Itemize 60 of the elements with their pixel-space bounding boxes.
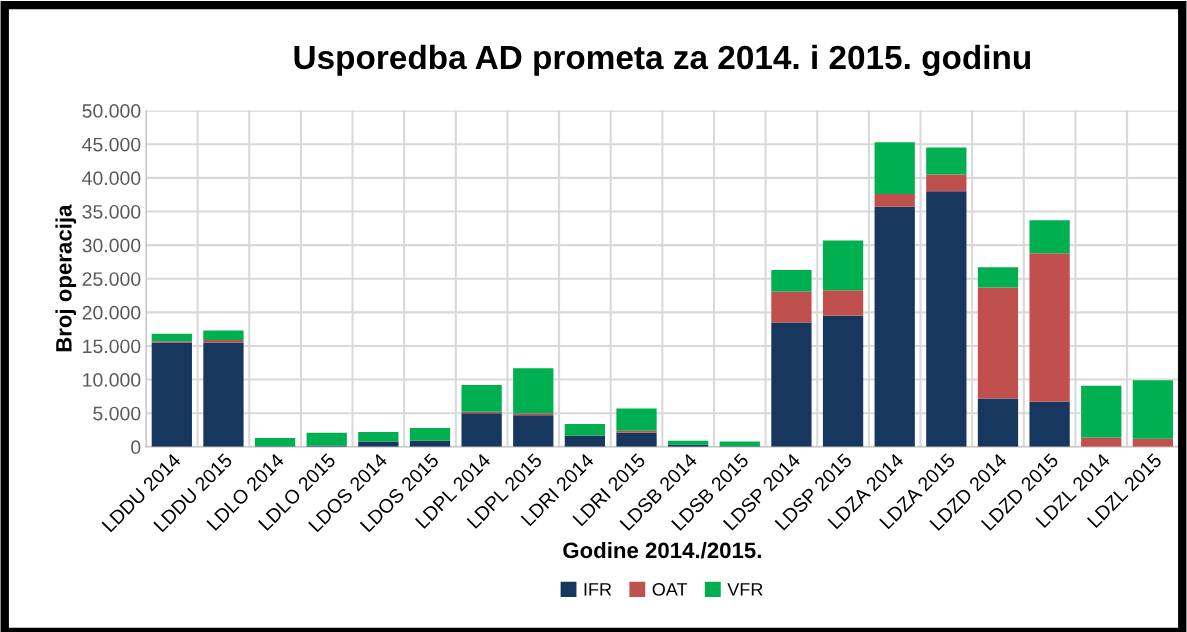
bar	[203, 339, 244, 343]
bar	[822, 240, 864, 291]
bar	[822, 290, 864, 316]
bar	[771, 269, 812, 292]
bar	[926, 147, 967, 175]
bar	[616, 408, 657, 431]
bar	[874, 206, 915, 447]
bar	[977, 287, 1019, 399]
bar	[1029, 253, 1070, 402]
chart-title: Usporedba AD prometa za 2014. i 2015. godinu	[294, 44, 1031, 76]
bar	[151, 342, 192, 447]
bar	[977, 267, 1019, 288]
y-tick-label: 10.000	[83, 373, 141, 387]
y-tick-label: 40.000	[82, 171, 141, 186]
y-axis-title: Broj operacija	[55, 204, 77, 352]
bar	[668, 440, 709, 445]
bar	[513, 413, 554, 416]
bar	[254, 438, 296, 447]
bar	[926, 174, 967, 192]
bar	[874, 193, 915, 207]
bar	[513, 368, 554, 414]
bar	[616, 432, 657, 447]
y-tick-label: 5.000	[93, 406, 141, 421]
y-tick-label: 50.000	[82, 104, 141, 118]
bar	[564, 423, 606, 436]
bar	[203, 342, 244, 447]
y-tick-label: 30.000	[82, 238, 141, 253]
bar	[461, 384, 502, 412]
bar	[1132, 380, 1174, 439]
bar	[1081, 437, 1122, 447]
bar	[874, 142, 915, 194]
y-tick-label: 15.000	[83, 339, 141, 354]
y-tick-label: 25.000	[82, 272, 141, 286]
bar	[822, 315, 864, 447]
bar	[151, 333, 192, 342]
bar	[564, 435, 606, 447]
bar	[513, 415, 554, 447]
bar	[306, 432, 347, 446]
y-tick-label: 20.000	[82, 305, 141, 320]
legend-label: IFR	[584, 583, 612, 596]
bar	[1029, 220, 1070, 254]
bar	[771, 291, 812, 323]
legend-label: VFR	[727, 583, 763, 596]
bar	[461, 413, 502, 447]
bar	[926, 191, 967, 447]
x-axis-title: Godine 2014./2015.	[563, 541, 761, 559]
y-tick-label: 45.000	[82, 137, 141, 152]
bar	[1081, 385, 1122, 438]
y-tick-label: 0	[131, 440, 141, 455]
bar	[719, 441, 760, 447]
y-tick-label: 35.000	[82, 204, 141, 219]
bar	[358, 432, 399, 442]
bar	[771, 322, 812, 447]
bar	[616, 430, 657, 433]
bar	[1029, 401, 1070, 447]
bar	[977, 398, 1019, 447]
legend-label: OAT	[652, 583, 688, 596]
bar	[409, 428, 451, 441]
bar	[358, 441, 399, 447]
bar	[203, 330, 244, 340]
